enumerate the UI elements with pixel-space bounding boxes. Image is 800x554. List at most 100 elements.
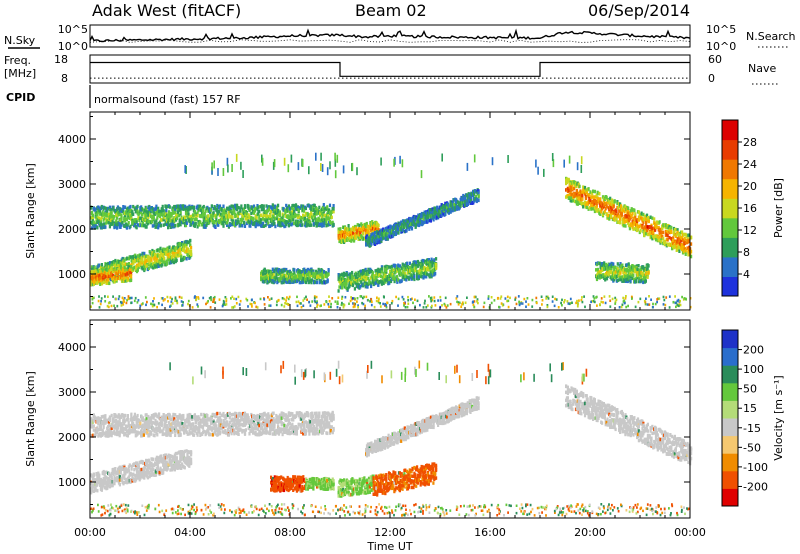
data-point — [394, 226, 397, 230]
data-point — [272, 219, 275, 224]
data-point — [293, 268, 296, 272]
data-point — [577, 194, 580, 198]
data-point — [576, 202, 579, 206]
data-point — [365, 269, 368, 274]
data-point — [633, 277, 636, 282]
data-point — [194, 222, 197, 226]
data-point — [158, 249, 161, 253]
data-point — [135, 255, 138, 259]
data-point — [632, 273, 635, 278]
data-point — [608, 217, 611, 221]
data-point — [235, 207, 239, 212]
data-point — [178, 253, 181, 258]
data-point — [213, 220, 216, 225]
data-point — [631, 212, 634, 216]
data-point — [634, 212, 637, 216]
data-point — [90, 265, 94, 269]
data-point — [152, 217, 155, 221]
data-point — [370, 284, 373, 289]
data-point — [319, 271, 322, 275]
data-point — [638, 272, 641, 276]
data-point — [590, 204, 593, 208]
data-point — [569, 190, 572, 194]
data-point — [340, 280, 343, 284]
data-point — [261, 217, 264, 221]
data-point — [382, 273, 385, 278]
data-point — [269, 210, 273, 214]
data-point — [310, 280, 313, 285]
noise-right-tick-top: 10^5 — [706, 23, 736, 36]
data-point — [257, 212, 260, 216]
data-point — [157, 206, 160, 211]
data-point — [243, 220, 246, 225]
data-point — [601, 266, 604, 271]
data-point — [420, 270, 423, 274]
data-point — [295, 213, 298, 218]
data-point — [391, 273, 394, 277]
data-point — [123, 258, 126, 263]
data-point — [605, 262, 608, 267]
data-point — [690, 242, 693, 246]
data-point — [166, 218, 169, 223]
data-point — [627, 271, 630, 276]
data-point — [646, 266, 649, 271]
data-point — [643, 277, 647, 281]
data-point — [196, 214, 199, 218]
data-point — [91, 213, 94, 218]
data-point — [286, 220, 290, 224]
data-point — [619, 262, 622, 266]
data-point — [313, 203, 316, 208]
data-point — [275, 276, 278, 280]
data-point — [163, 248, 166, 252]
data-point — [121, 268, 124, 273]
data-point — [466, 202, 469, 206]
data-point — [288, 279, 291, 283]
data-point — [392, 234, 395, 238]
data-point — [389, 224, 392, 229]
data-point — [618, 209, 621, 213]
data-point — [343, 282, 346, 287]
data-point — [110, 274, 113, 279]
data-point — [674, 227, 677, 232]
data-point — [599, 271, 602, 275]
data-point — [243, 211, 246, 215]
data-point — [674, 234, 677, 238]
data-point — [645, 228, 649, 233]
data-point — [113, 221, 116, 225]
data-point — [93, 265, 96, 269]
data-point — [411, 265, 414, 270]
data-point — [434, 271, 437, 276]
data-point — [225, 212, 228, 216]
data-point — [300, 219, 303, 224]
ground-scatter-point — [611, 297, 614, 301]
data-point — [156, 222, 159, 226]
data-point — [189, 238, 192, 243]
data-point — [98, 279, 101, 284]
data-point — [642, 278, 645, 282]
data-point — [101, 210, 104, 214]
data-point — [202, 219, 205, 223]
data-point — [293, 271, 296, 275]
data-point — [328, 217, 331, 221]
data-point — [377, 283, 380, 287]
data-point — [637, 210, 640, 214]
data-point — [645, 220, 648, 225]
data-point — [623, 220, 626, 224]
data-point — [645, 222, 648, 227]
data-point — [352, 231, 355, 235]
data-point — [610, 212, 613, 216]
data-point — [139, 253, 142, 257]
data-point — [448, 206, 451, 210]
data-point — [663, 239, 667, 244]
data-point — [677, 240, 680, 245]
data-point — [377, 223, 380, 228]
data-point — [273, 280, 276, 284]
data-point — [138, 212, 141, 216]
data-point — [404, 272, 407, 276]
data-point — [98, 209, 102, 213]
data-point — [289, 219, 292, 224]
data-point — [107, 261, 110, 266]
data-point — [181, 243, 185, 247]
data-point — [613, 277, 616, 282]
data-point — [342, 278, 345, 282]
